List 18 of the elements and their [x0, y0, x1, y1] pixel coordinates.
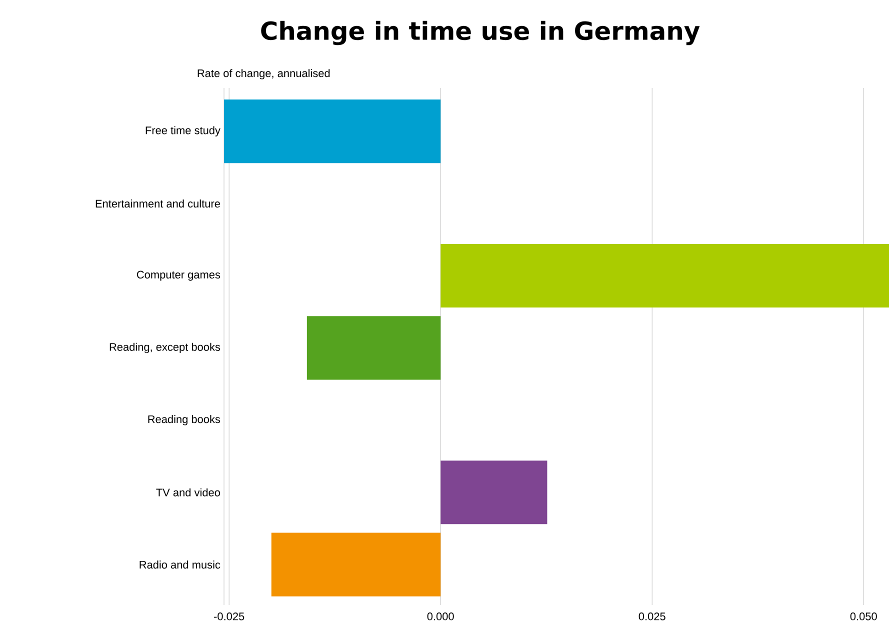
chart-title: Change in time use in Germany — [261, 20, 700, 46]
x-axis-title: Rate of change, annualised — [198, 69, 330, 80]
x-tick-label: 0.025 — [638, 612, 666, 620]
bar — [440, 244, 889, 308]
y-tick-label: TV and video — [156, 488, 220, 496]
y-tick-label: Radio and music — [140, 560, 220, 569]
y-tick-label: Reading, except books — [110, 342, 220, 354]
y-tick-label: Entertainment and culture — [96, 200, 220, 208]
bar — [440, 460, 548, 524]
y-tick-label: Reading books — [148, 415, 220, 426]
x-tick-label: 0.050 — [850, 612, 877, 620]
bar — [306, 316, 441, 380]
x-tick-label: -0.025 — [214, 612, 244, 620]
y-tick-label: Free time study — [146, 126, 220, 136]
x-tick-label: 0.000 — [427, 612, 454, 620]
bar — [224, 100, 441, 164]
bar — [271, 532, 441, 596]
y-tick-label: Computer games — [136, 270, 220, 281]
